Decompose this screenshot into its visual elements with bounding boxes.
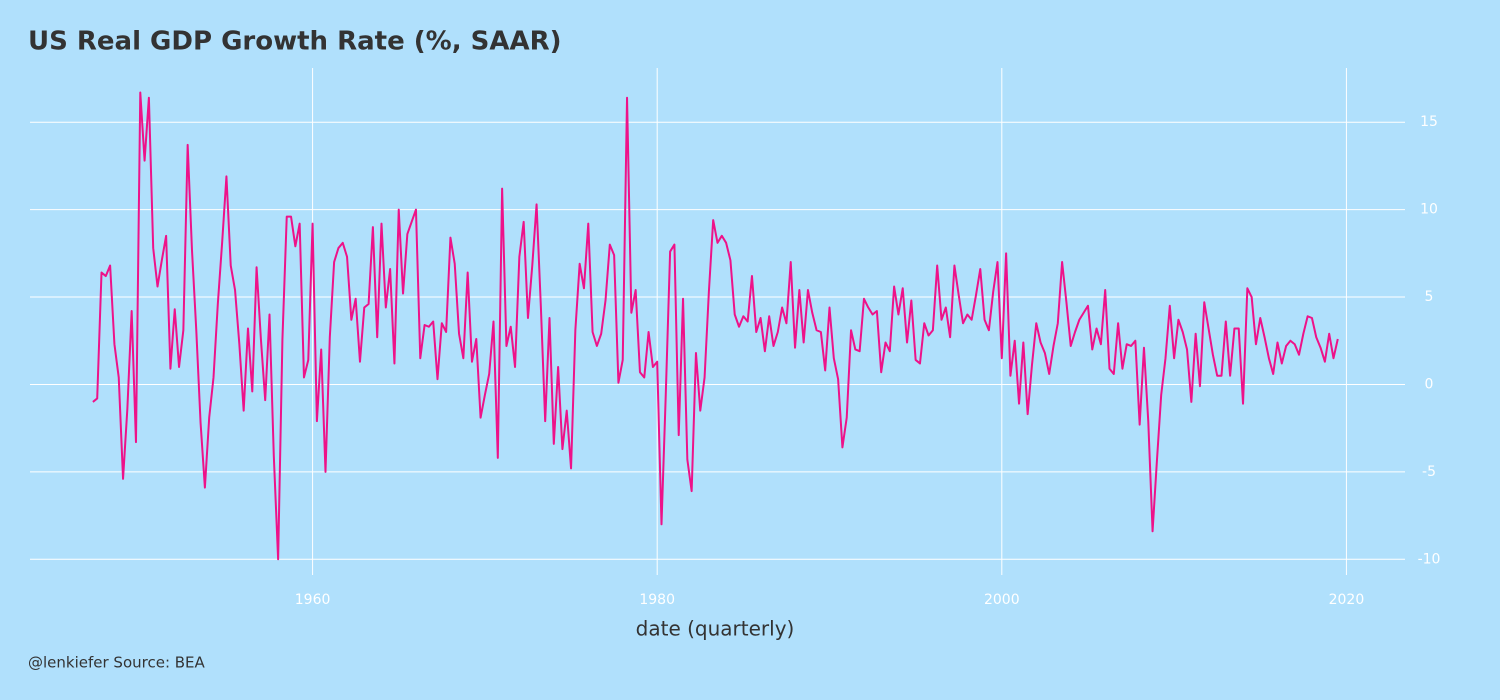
x-tick-label: 1980	[639, 592, 675, 608]
caption: @lenkiefer Source: BEA	[28, 654, 206, 672]
x-tick-label: 2000	[984, 592, 1020, 608]
y-tick-label: 5	[1425, 289, 1434, 305]
y-tick-label: 10	[1420, 202, 1438, 218]
x-axis-label: date (quarterly)	[636, 617, 795, 641]
y-tick-label: -10	[1418, 551, 1441, 567]
x-tick-label: 1960	[295, 592, 331, 608]
y-tick-label: -5	[1422, 464, 1436, 480]
x-tick-label: 2020	[1329, 592, 1365, 608]
chart-title: US Real GDP Growth Rate (%, SAAR)	[28, 27, 562, 57]
y-tick-label: 0	[1425, 376, 1434, 392]
data-line	[92, 91, 1339, 561]
y-tick-label: 15	[1420, 114, 1438, 130]
